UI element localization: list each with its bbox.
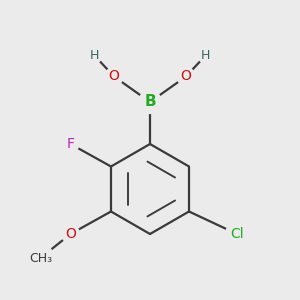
Text: O: O <box>65 227 76 241</box>
Text: H: H <box>201 49 210 62</box>
Text: B: B <box>144 94 156 110</box>
Circle shape <box>27 244 54 272</box>
Circle shape <box>61 225 80 243</box>
Circle shape <box>105 68 123 85</box>
Circle shape <box>226 223 248 245</box>
Text: Cl: Cl <box>230 227 244 241</box>
Circle shape <box>139 91 161 113</box>
Text: O: O <box>109 70 119 83</box>
Text: O: O <box>181 70 191 83</box>
Text: CH₃: CH₃ <box>29 251 52 265</box>
Circle shape <box>177 68 195 85</box>
Circle shape <box>87 48 102 63</box>
Text: F: F <box>67 137 74 151</box>
Text: H: H <box>90 49 99 62</box>
Circle shape <box>198 48 213 63</box>
Circle shape <box>62 136 79 152</box>
